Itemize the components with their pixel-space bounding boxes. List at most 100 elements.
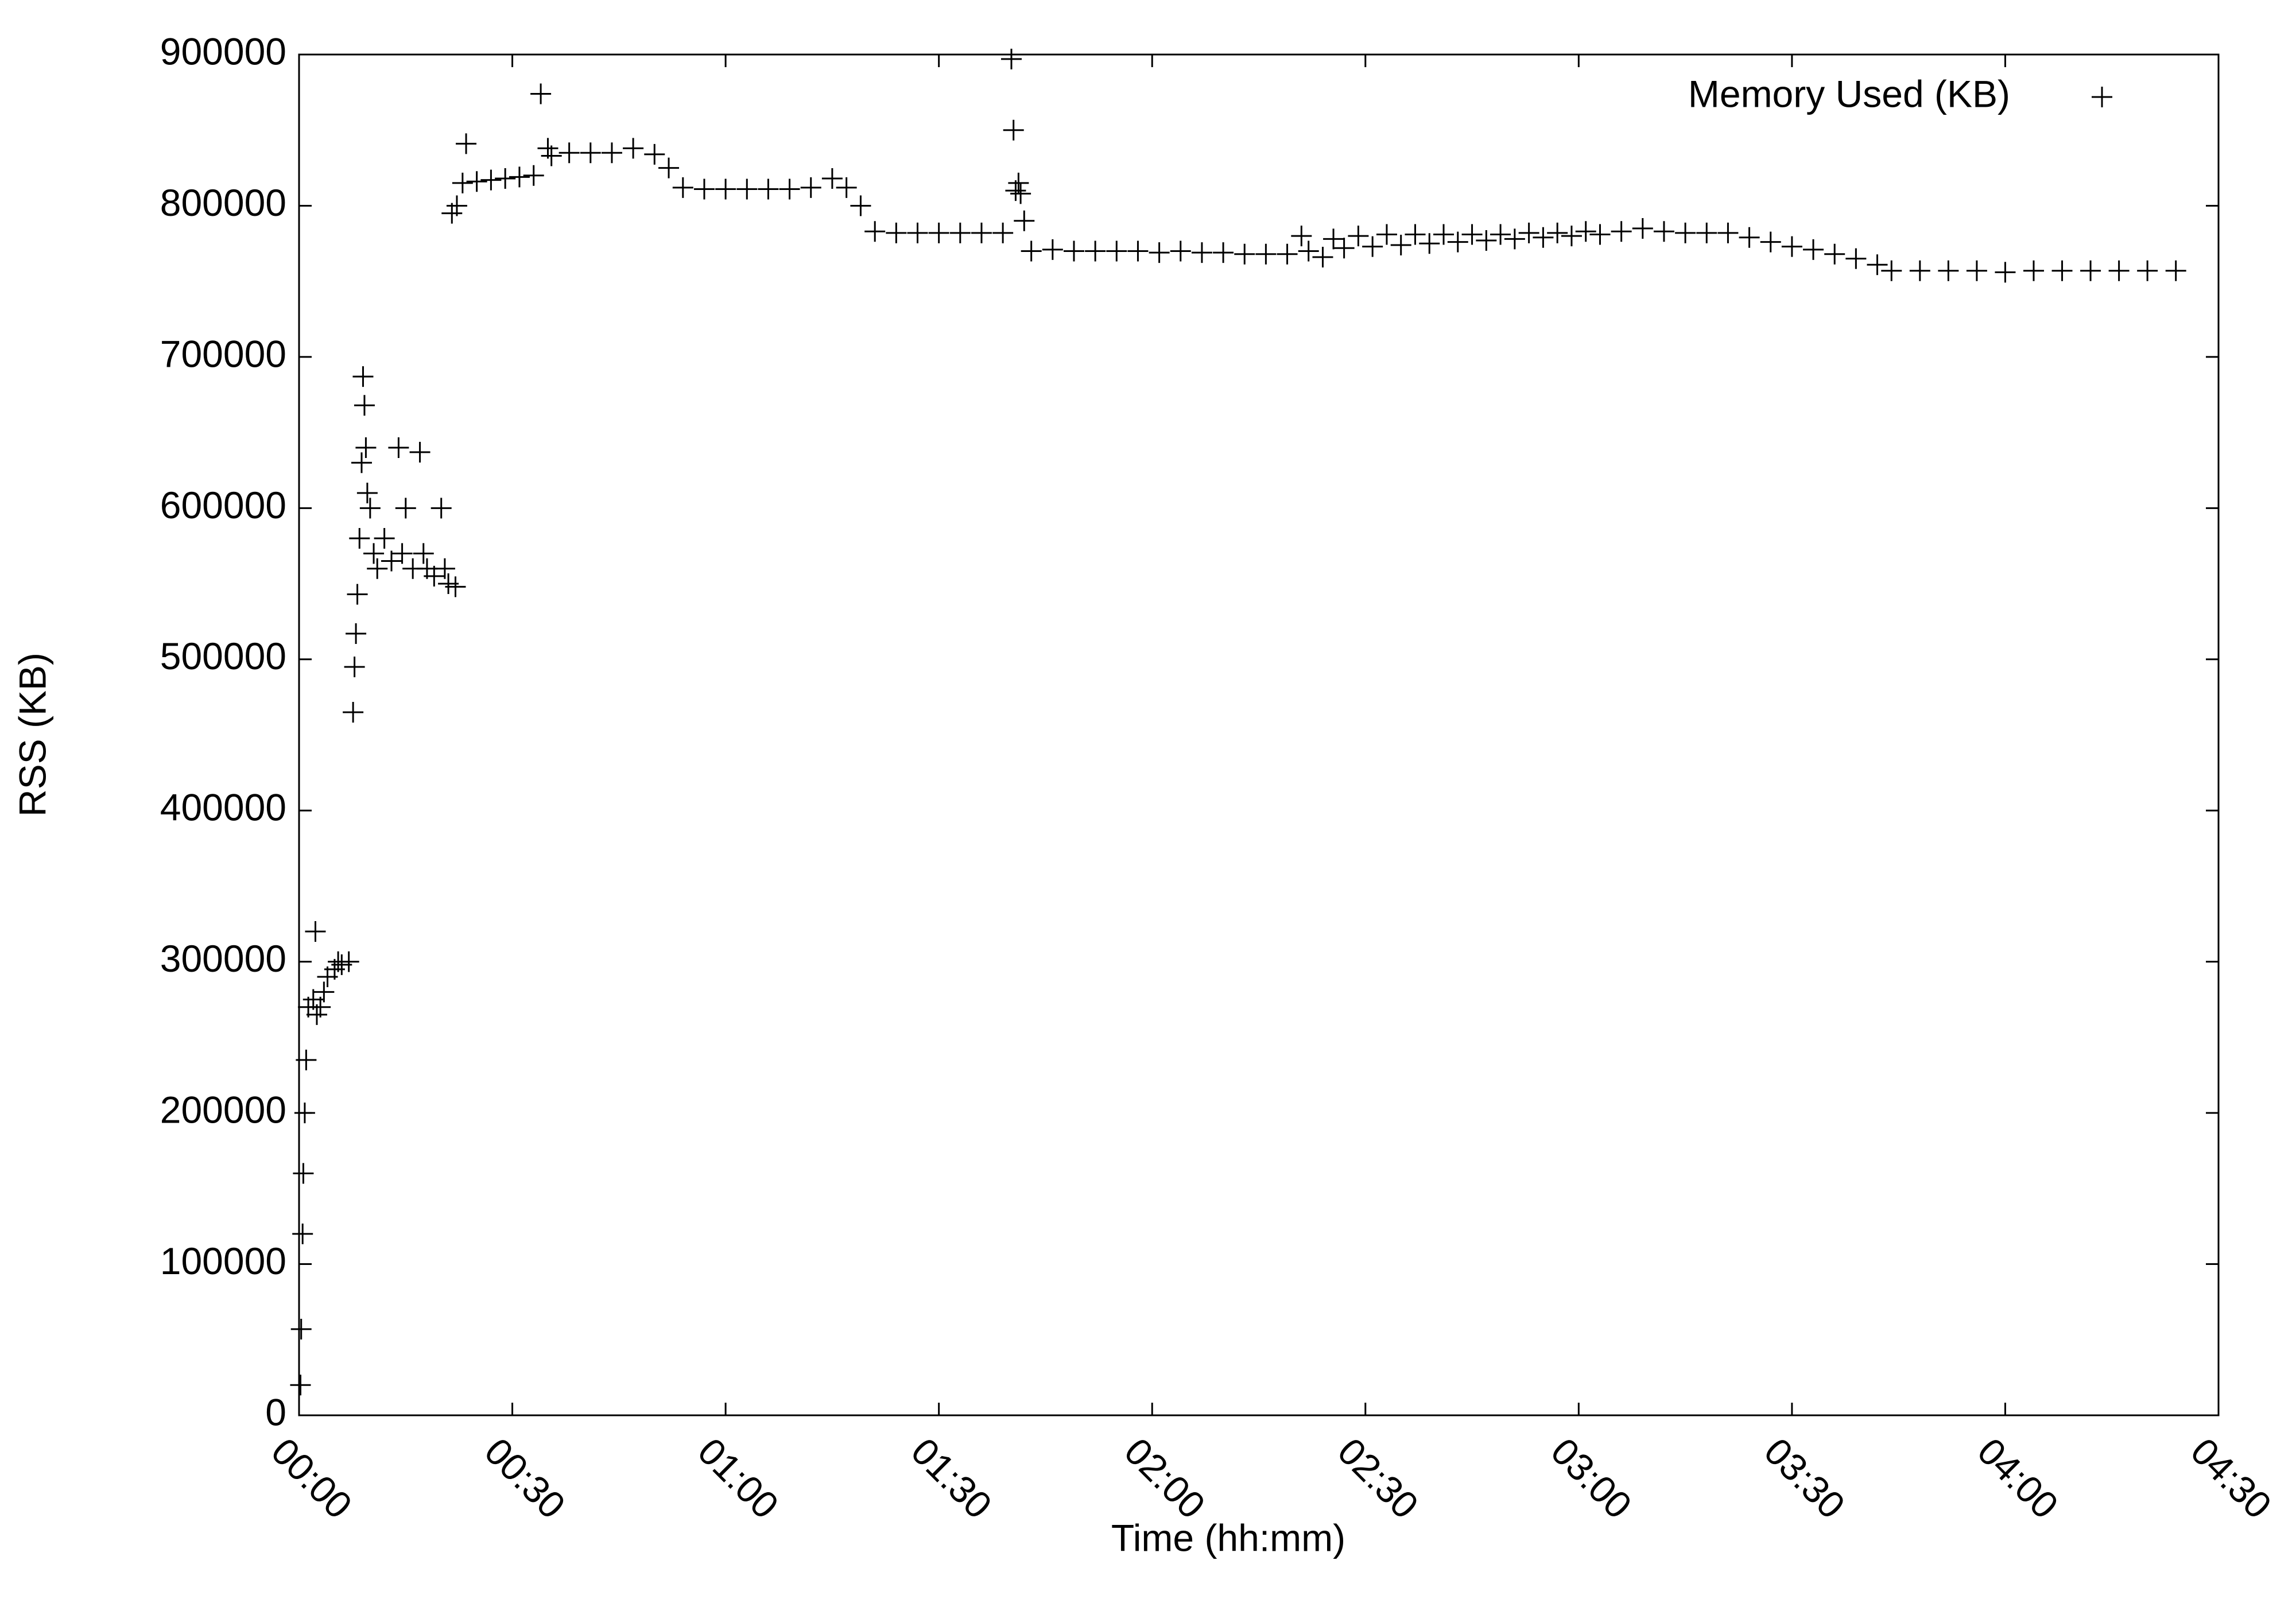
data-point <box>290 1375 311 1396</box>
data-point <box>928 222 949 243</box>
data-point <box>374 528 395 549</box>
data-point <box>1504 228 1525 250</box>
x-tick-label: 00:30 <box>476 1430 573 1527</box>
legend-label: Memory Used (KB) <box>1688 72 2010 115</box>
data-point <box>836 177 857 198</box>
data-point <box>2080 260 2101 281</box>
data-point <box>2051 260 2073 281</box>
data-point <box>466 171 487 192</box>
data-point <box>1476 230 1497 251</box>
y-axis-label: RSS (KB) <box>11 653 53 817</box>
data-point <box>452 172 473 193</box>
x-tick-label: 03:00 <box>1543 1430 1640 1527</box>
data-point <box>736 178 758 200</box>
data-point <box>658 157 680 178</box>
data-point <box>949 222 971 243</box>
data-point <box>523 165 544 186</box>
x-tick-label: 03:30 <box>1756 1430 1853 1527</box>
data-point <box>821 168 843 189</box>
data-point <box>672 177 693 198</box>
data-point <box>347 584 368 605</box>
data-point <box>1632 218 1653 239</box>
data-point <box>338 951 359 972</box>
data-point <box>343 701 364 723</box>
data-point <box>409 441 430 463</box>
data-point <box>1653 221 1674 242</box>
data-point <box>1611 221 1632 242</box>
x-tick-label: 02:00 <box>1116 1430 1213 1527</box>
y-tick-label: 200000 <box>160 1089 286 1131</box>
data-point <box>391 543 413 564</box>
data-point <box>886 222 907 243</box>
data-point <box>530 83 552 104</box>
data-point <box>2023 260 2044 281</box>
data-point <box>294 1103 315 1124</box>
data-point <box>1696 222 1717 243</box>
data-point <box>1333 238 1355 259</box>
data-point <box>1881 260 1902 281</box>
data-point <box>293 1163 314 1184</box>
x-tick-label: 01:30 <box>903 1430 1000 1527</box>
data-point <box>1191 242 1212 263</box>
data-point <box>2165 260 2186 281</box>
data-point <box>715 178 736 200</box>
data-point <box>800 177 821 198</box>
data-point <box>1298 240 1319 262</box>
x-tick-label: 02:30 <box>1330 1430 1427 1527</box>
x-tick-label: 04:30 <box>2183 1430 2280 1527</box>
data-point <box>1170 240 1191 262</box>
data-point <box>1405 224 1426 245</box>
data-point <box>559 142 580 164</box>
data-point <box>1867 254 1888 275</box>
y-tick-label: 400000 <box>160 786 286 829</box>
data-point <box>1010 183 1031 204</box>
data-point <box>344 656 365 677</box>
x-tick-label: 01:00 <box>690 1430 787 1527</box>
y-tick-label: 500000 <box>160 635 286 677</box>
data-point <box>292 1223 313 1244</box>
x-tick-label: 00:00 <box>263 1430 360 1527</box>
data-point <box>1490 224 1511 245</box>
data-point <box>2108 260 2130 281</box>
data-point <box>541 145 562 166</box>
data-point <box>758 178 779 200</box>
y-tick-label: 0 <box>265 1391 286 1433</box>
data-point <box>1003 119 1024 141</box>
data-point <box>509 166 530 188</box>
data-point <box>644 143 665 165</box>
data-point <box>1909 260 1930 281</box>
data-point <box>446 195 467 216</box>
data-point <box>693 178 715 200</box>
data-point <box>971 222 992 243</box>
data-point <box>1127 240 1149 262</box>
data-point <box>1063 240 1084 262</box>
data-point <box>495 168 516 189</box>
data-point <box>1995 262 2016 283</box>
data-point <box>1433 224 1455 245</box>
data-point <box>1213 242 1234 263</box>
data-point <box>1255 243 1277 265</box>
data-point <box>1291 226 1312 247</box>
x-tick-label: 04:00 <box>1969 1430 2066 1527</box>
data-point <box>359 498 381 519</box>
data-point <box>1042 239 1063 260</box>
y-tick-label: 600000 <box>160 484 286 526</box>
data-point <box>779 178 800 200</box>
data-point <box>864 221 886 242</box>
data-point <box>1106 240 1127 262</box>
plot-frame <box>298 53 2220 1416</box>
data-point <box>1312 247 1333 268</box>
data-point <box>1001 48 1022 69</box>
data-point <box>1323 228 1344 250</box>
data-point <box>346 623 367 644</box>
data-point <box>413 543 434 564</box>
data-point <box>1760 231 1781 253</box>
data-point <box>1518 222 1539 243</box>
data-point <box>424 565 445 587</box>
data-point <box>354 395 375 416</box>
data-point <box>1390 234 1411 255</box>
data-point <box>1803 239 1824 260</box>
data-point <box>623 138 644 159</box>
data-point <box>434 558 455 579</box>
